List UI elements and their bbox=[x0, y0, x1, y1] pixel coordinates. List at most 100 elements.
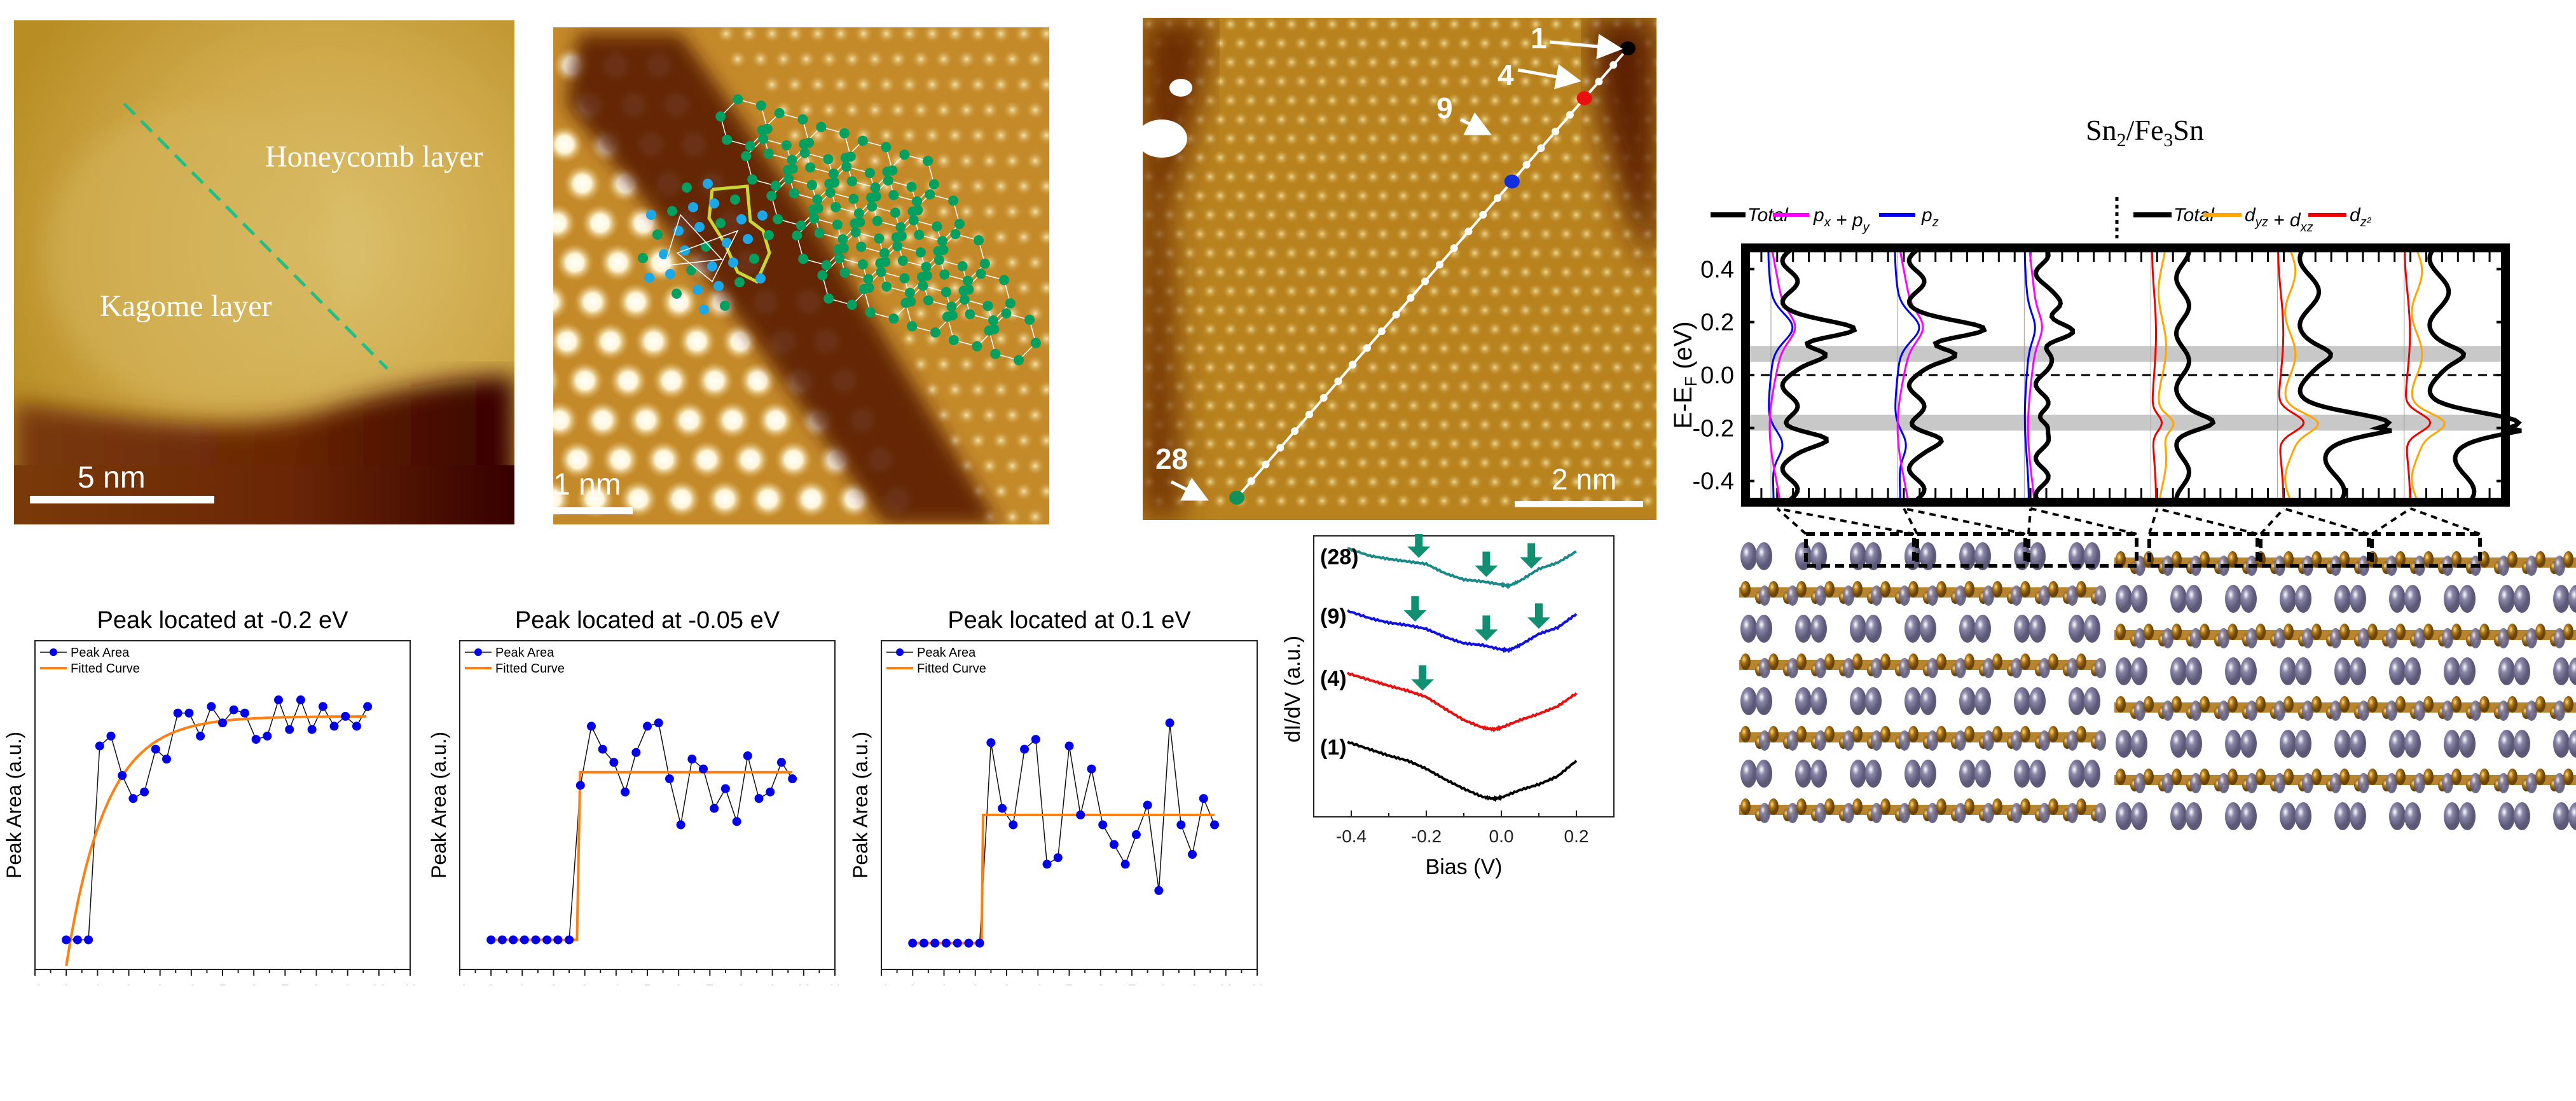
sn-atom bbox=[2014, 687, 2030, 715]
honeycomb-atom-marker bbox=[979, 258, 990, 269]
lattice-protrusion bbox=[1568, 321, 1585, 338]
lattice-protrusion bbox=[1293, 340, 1310, 357]
atom-protrusion bbox=[645, 441, 683, 479]
lattice-protrusion bbox=[1558, 149, 1574, 166]
lattice-protrusion bbox=[1395, 340, 1412, 357]
lattice-protrusion bbox=[1385, 168, 1402, 185]
peak-area-point bbox=[173, 708, 183, 718]
sn-atom bbox=[1787, 803, 1798, 823]
sn-atom bbox=[2498, 701, 2509, 721]
atom-protrusion bbox=[1026, 253, 1045, 272]
lattice-protrusion bbox=[1415, 149, 1432, 166]
line-point bbox=[1319, 393, 1328, 402]
lattice-protrusion bbox=[1405, 359, 1422, 376]
sn-atom bbox=[2554, 628, 2565, 648]
fitted-curve bbox=[913, 814, 1215, 945]
lattice-protrusion bbox=[1334, 226, 1351, 242]
x-tick-label: −1 bbox=[27, 982, 43, 985]
fe-atom bbox=[1936, 798, 1946, 815]
lattice-protrusion bbox=[1578, 378, 1595, 395]
lattice-protrusion bbox=[1456, 302, 1473, 318]
atom-protrusion bbox=[980, 50, 999, 69]
line-point bbox=[1334, 377, 1342, 385]
honeycomb-atom-marker bbox=[899, 149, 910, 160]
honeycomb-atom-marker bbox=[823, 154, 834, 165]
atom-protrusion bbox=[558, 441, 596, 479]
x-tick-label: 0 bbox=[909, 982, 916, 985]
honeycomb-atom-marker bbox=[874, 233, 885, 244]
sn-atom bbox=[2553, 585, 2570, 613]
scale-bar bbox=[553, 507, 633, 514]
peak-area-point bbox=[699, 764, 708, 774]
sn-atom bbox=[2014, 615, 2030, 643]
lattice-protrusion bbox=[1243, 92, 1259, 109]
plot-frame bbox=[34, 640, 411, 970]
honeycomb-atom-marker bbox=[798, 254, 809, 264]
peak-area-point bbox=[1076, 810, 1085, 820]
sn-atom bbox=[1815, 585, 1826, 606]
lattice-protrusion bbox=[1222, 283, 1239, 299]
lattice-protrusion bbox=[1283, 92, 1300, 109]
lattice-protrusion bbox=[1426, 168, 1442, 185]
x-tick-label: 0 bbox=[62, 982, 70, 985]
lattice-protrusion bbox=[1344, 435, 1361, 452]
atom-protrusion bbox=[991, 177, 1010, 196]
lattice-protrusion bbox=[1507, 54, 1524, 71]
dos-title-part: Sn bbox=[2173, 114, 2204, 146]
sn-atom bbox=[1843, 730, 1854, 751]
sn-atom bbox=[1759, 585, 1770, 606]
spectrum-point-28[interactable] bbox=[1229, 491, 1244, 505]
lattice-protrusion bbox=[1293, 493, 1310, 509]
honeycomb-atom-marker bbox=[858, 284, 869, 294]
lattice-protrusion bbox=[1273, 35, 1290, 51]
fe-atom bbox=[2116, 769, 2126, 785]
sn-atom bbox=[2526, 773, 2537, 793]
down-arrow-icon bbox=[1475, 615, 1498, 641]
down-arrow-icon bbox=[1527, 603, 1550, 629]
sn-atom bbox=[2095, 585, 2106, 606]
line-point bbox=[1247, 477, 1255, 485]
lattice-protrusion bbox=[1497, 149, 1513, 166]
sn-atom bbox=[2554, 701, 2565, 721]
lattice-protrusion bbox=[1334, 264, 1351, 280]
honeycomb-atom-marker bbox=[825, 187, 836, 198]
lattice-protrusion bbox=[1487, 18, 1503, 32]
fe-atom bbox=[1964, 726, 1974, 742]
atom-protrusion bbox=[553, 204, 576, 242]
spectrum-point-4[interactable] bbox=[1576, 91, 1592, 106]
lattice-protrusion bbox=[1487, 474, 1503, 490]
kagome-atom-marker bbox=[728, 257, 738, 268]
spectrum-point-9[interactable] bbox=[1504, 174, 1520, 189]
x-tick-label: 5 bbox=[644, 982, 651, 985]
lattice-protrusion bbox=[1354, 302, 1371, 318]
spectrum-point-1[interactable] bbox=[1620, 41, 1636, 55]
peak-area-point bbox=[586, 721, 596, 731]
x-tick-label: 10 bbox=[796, 982, 811, 985]
peak-area-point bbox=[1031, 735, 1040, 744]
lattice-protrusion bbox=[1395, 455, 1412, 471]
sn-atom bbox=[2568, 802, 2576, 830]
x-tick-label: 2 bbox=[125, 982, 132, 985]
line-point bbox=[1522, 161, 1531, 169]
honeycomb-atom-marker bbox=[715, 218, 726, 228]
lattice-protrusion bbox=[1436, 455, 1452, 471]
lattice-protrusion bbox=[1395, 416, 1412, 433]
lattice-protrusion bbox=[1639, 455, 1656, 471]
spectrum-point-label: 4 bbox=[1498, 58, 1514, 92]
sn-atom bbox=[2526, 556, 2537, 576]
lattice-protrusion bbox=[1456, 73, 1473, 90]
fe-atom bbox=[1936, 581, 1946, 598]
lattice-protrusion bbox=[1568, 54, 1585, 71]
peak-area-point bbox=[575, 781, 585, 790]
lattice-protrusion bbox=[1324, 397, 1340, 414]
lattice-protrusion bbox=[1273, 73, 1290, 90]
lattice-protrusion bbox=[1314, 73, 1330, 90]
lattice-protrusion bbox=[1497, 378, 1513, 395]
x-tick-label: 9 bbox=[1190, 982, 1198, 985]
atom-protrusion bbox=[785, 27, 804, 43]
zoom-connector bbox=[1776, 507, 1807, 535]
atom-protrusion bbox=[1014, 126, 1033, 145]
lattice-protrusion bbox=[1497, 188, 1513, 204]
lattice-protrusion bbox=[1232, 35, 1249, 51]
lattice-protrusion bbox=[1395, 226, 1412, 242]
